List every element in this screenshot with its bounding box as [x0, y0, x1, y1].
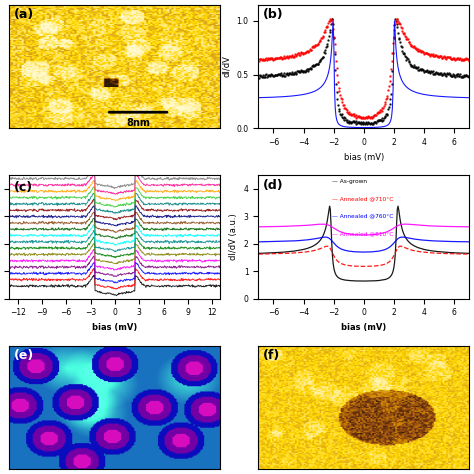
X-axis label: bias (mV): bias (mV): [341, 323, 386, 332]
Y-axis label: dI/dV: dI/dV: [222, 55, 231, 77]
X-axis label: bias (mV): bias (mV): [344, 153, 384, 162]
Text: — Annealed @810°C: — Annealed @810°C: [332, 231, 393, 236]
Y-axis label: dI/dV (a.u.): dI/dV (a.u.): [229, 214, 238, 260]
Text: — Annealed @760°C: — Annealed @760°C: [332, 213, 393, 219]
Text: (f): (f): [263, 349, 280, 363]
X-axis label: bias (mV): bias (mV): [92, 323, 137, 332]
Text: (d): (d): [263, 179, 283, 192]
Text: — Annealed @710°C: — Annealed @710°C: [332, 196, 393, 201]
Text: (e): (e): [14, 349, 34, 363]
Text: — As-grown: — As-grown: [332, 179, 367, 184]
Text: (a): (a): [14, 9, 34, 21]
Text: (c): (c): [14, 181, 33, 194]
Text: (b): (b): [263, 9, 283, 21]
Text: 8nm: 8nm: [126, 118, 150, 128]
